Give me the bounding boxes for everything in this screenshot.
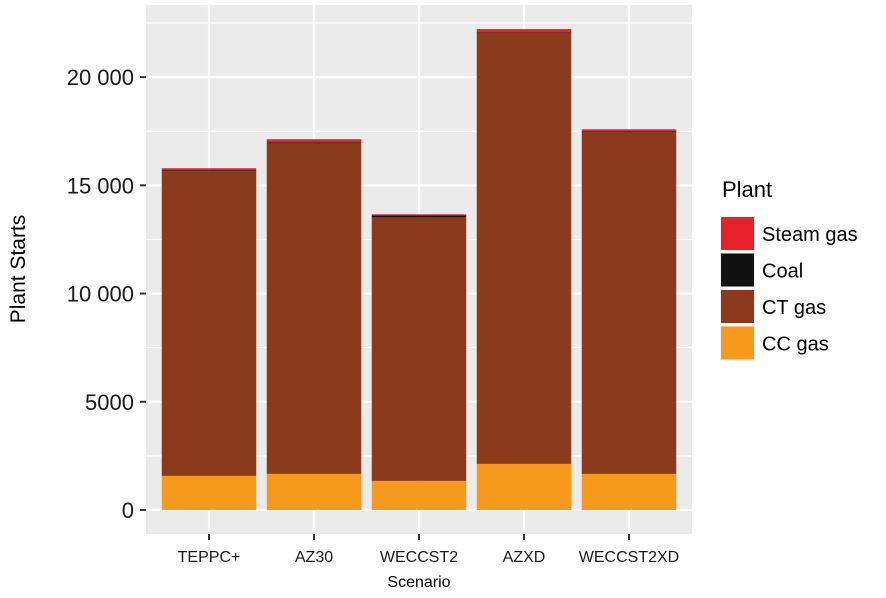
legend-label: CT gas [762, 297, 826, 319]
legend-item-steam-gas: Steam gas [720, 216, 858, 251]
bar-stack [371, 214, 467, 510]
bar-segment-ct-gas [371, 217, 467, 481]
bar-segment-coal [161, 170, 257, 172]
legend-label: CC gas [762, 334, 829, 356]
legend-swatch [721, 326, 754, 360]
x-tick-label: AZXD [503, 549, 546, 566]
y-tick-label: 5000 [85, 390, 134, 415]
bar-segment-cc-gas [476, 463, 572, 510]
x-tick-label: WECCST2 [380, 549, 458, 566]
bar-segment-ct-gas [581, 132, 677, 474]
bar-stack [581, 129, 677, 510]
bar-segment-coal [476, 32, 572, 33]
x-tick-label: TEPPC+ [178, 549, 241, 566]
x-tick-label: AZ30 [295, 549, 333, 566]
x-tick-label: WECCST2XD [579, 549, 679, 566]
legend-item-cc-gas: CC gas [720, 325, 829, 361]
legend-title: Plant [722, 177, 772, 202]
bar-segment-steam-gas [266, 139, 362, 143]
bars [161, 29, 677, 510]
bar-segment-cc-gas [161, 475, 257, 510]
bar-stack [266, 139, 362, 510]
legend-label: Steam gas [762, 224, 858, 246]
bar-segment-coal [371, 215, 467, 218]
bar-segment-cc-gas [266, 473, 362, 510]
y-tick-label: 0 [122, 498, 134, 523]
legend-item-ct-gas: CT gas [720, 289, 826, 324]
legend-swatch [721, 217, 754, 250]
legend-item-coal: Coal [720, 252, 803, 288]
bar-segment-ct-gas [266, 143, 362, 474]
bar-segment-ct-gas [476, 32, 572, 464]
bar-stack [161, 168, 257, 510]
bar-segment-steam-gas [371, 214, 467, 216]
legend-swatch [721, 290, 754, 323]
bar-segment-ct-gas [161, 171, 257, 476]
bar-segment-coal [266, 142, 362, 144]
legend: Plant Steam gas Coal CT gas CC gas [720, 177, 858, 361]
bar-segment-cc-gas [581, 473, 677, 510]
y-tick-label: 20 000 [67, 65, 134, 90]
bar-segment-steam-gas [581, 129, 677, 132]
bar-segment-coal [581, 131, 677, 133]
bar-segment-cc-gas [371, 480, 467, 510]
legend-label: Coal [762, 261, 803, 283]
bar-segment-steam-gas [161, 168, 257, 171]
y-tick-label: 15 000 [67, 173, 134, 198]
y-axis-title: Plant Starts [7, 215, 30, 324]
y-axis: 0 5000 10 000 15 000 20 000 [67, 65, 146, 523]
x-axis: TEPPC+ AZ30 WECCST2 AZXD WECCST2XD [178, 534, 679, 566]
y-tick-label: 10 000 [67, 282, 134, 307]
bar-stack [476, 29, 572, 510]
bar-segment-steam-gas [476, 29, 572, 33]
legend-swatch [721, 253, 754, 287]
x-axis-title: Scenario [387, 574, 450, 591]
